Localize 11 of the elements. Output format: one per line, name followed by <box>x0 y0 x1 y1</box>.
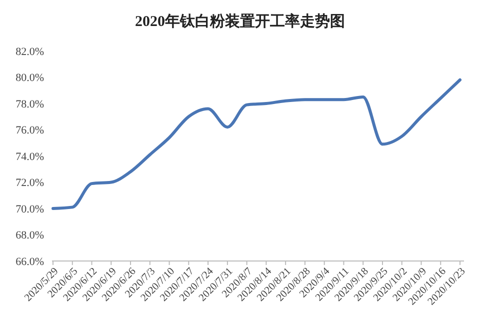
y-tick-label: 66.0% <box>16 256 44 268</box>
y-tick-label: 74.0% <box>16 150 44 163</box>
y-tick-label: 68.0% <box>16 230 44 242</box>
chart-title: 2020年钛白粉装置开工率走势图 <box>135 12 345 30</box>
y-tick-label: 78.0% <box>16 98 44 110</box>
y-tick-label: 72.0% <box>16 177 44 190</box>
y-tick-label: 76.0% <box>16 124 44 137</box>
y-tick-label: 70.0% <box>16 203 44 216</box>
y-tick-label: 82.0% <box>16 46 44 58</box>
y-tick-label: 80.0% <box>16 72 44 84</box>
line-series <box>52 78 462 210</box>
